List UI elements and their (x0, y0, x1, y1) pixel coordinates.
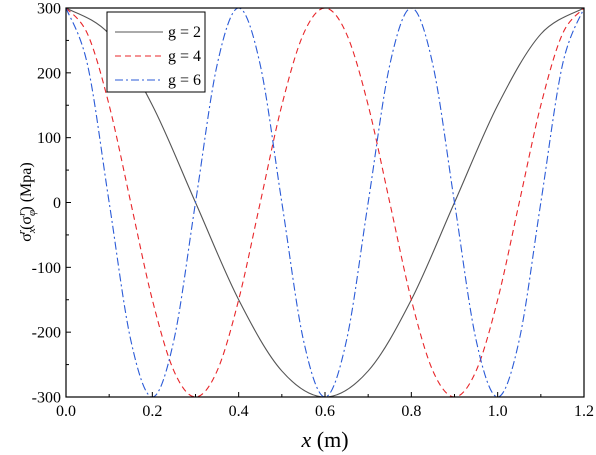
y-axis-sigma: σ (18, 233, 35, 242)
legend: g = 2 g = 4 g = 6 (106, 11, 206, 93)
x-tick-label: 0.2 (142, 403, 162, 420)
legend-box (106, 11, 206, 93)
x-tick-label: 1.0 (488, 403, 508, 420)
plot-frame (65, 7, 585, 398)
x-tick-label: 1.2 (574, 403, 594, 420)
y-axis-title: σxr(σφr) (Mpa) (16, 162, 38, 241)
y-tick-label: -300 (32, 390, 61, 407)
x-tick-label: 0.0 (56, 403, 76, 420)
svg-text:x (m): x (m) (300, 427, 348, 452)
legend-label-g2: g = 2 (168, 24, 201, 41)
x-tick-label: 0.8 (401, 403, 421, 420)
y-axis-open: (σ (18, 216, 35, 230)
svg-text:σxr(σφr) (Mpa): σxr(σφr) (Mpa) (16, 162, 38, 241)
y-tick-label: 100 (37, 130, 61, 147)
ticks-layer: 0.0 0.2 0.4 0.6 0.8 1.0 1.2 -300 -200 -100 0 100 200… (32, 1, 594, 421)
y-tick-label: -200 (32, 325, 61, 342)
x-axis-var: x (300, 427, 311, 452)
y-tick-label: 0 (53, 195, 61, 212)
y-axis-sub-x: x (26, 228, 38, 234)
y-tick-label: 300 (37, 1, 61, 18)
y-tick-label: -100 (32, 260, 61, 277)
x-tick-label: 0.6 (315, 403, 335, 420)
series-line-2 (65, 7, 585, 398)
y-axis-sup-r2: r (16, 211, 28, 216)
y-tick-label: 200 (37, 65, 61, 82)
y-axis-sup-r: r (16, 229, 28, 234)
x-axis-title: x (m) (300, 427, 348, 452)
x-tick-label: 0.4 (229, 403, 249, 420)
legend-label-g6: g = 6 (168, 72, 201, 89)
legend-label-g4: g = 4 (168, 48, 201, 65)
y-axis-sub-phi: φ (26, 210, 38, 216)
y-axis-close: ) (Mpa) (18, 162, 35, 211)
x-axis-unit: (m) (311, 427, 348, 452)
